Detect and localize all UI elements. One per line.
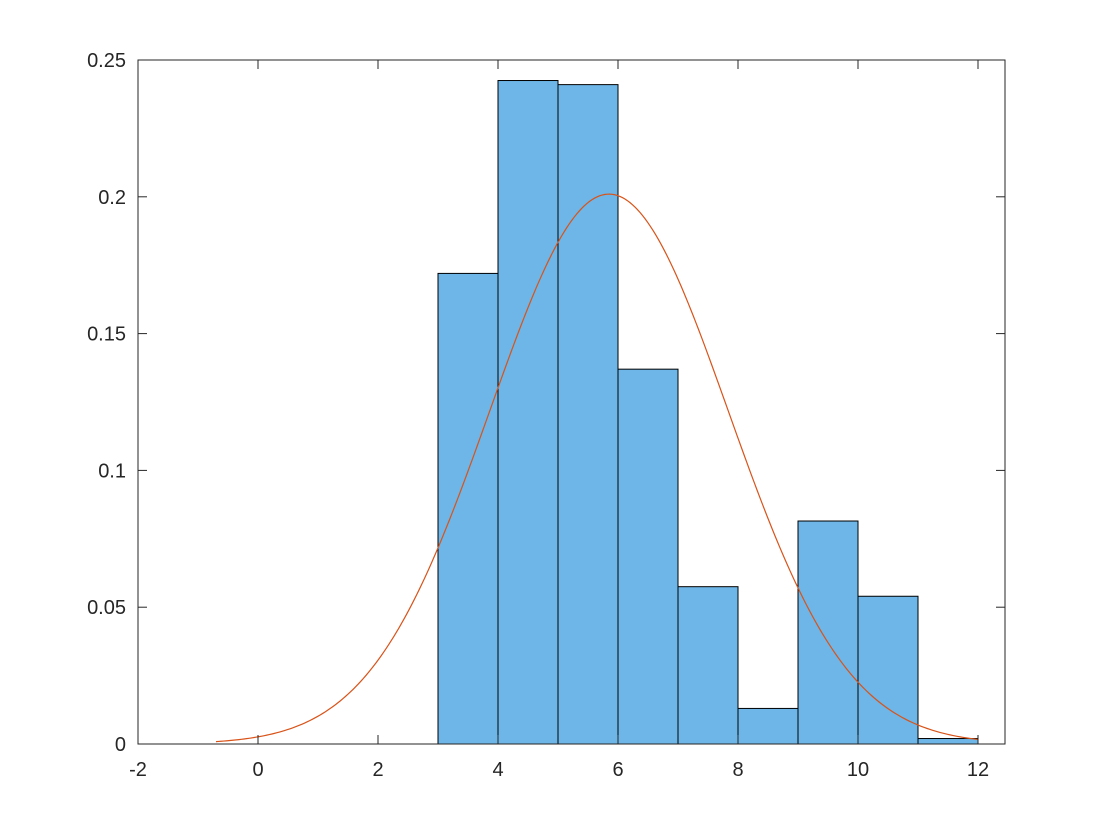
x-tick-label: 0: [252, 759, 263, 781]
x-tick-label: 2: [372, 759, 383, 781]
histogram-bar: [557, 84, 619, 745]
histogram-bar: [857, 595, 919, 745]
histogram-bar: [617, 368, 679, 745]
x-tick-label: 12: [967, 759, 989, 781]
histogram-bar: [677, 586, 739, 745]
histogram-bar: [497, 80, 559, 745]
bars-group: [437, 80, 979, 745]
histogram-bar: [917, 738, 979, 745]
fit-curve-group: [215, 193, 979, 743]
axes-group: [137, 59, 1006, 745]
y-tick-label: 0.1: [98, 460, 126, 482]
histogram-bar: [797, 520, 859, 745]
x-tick-label: 4: [492, 759, 503, 781]
histogram-bar: [737, 707, 799, 745]
axes-box: [137, 59, 1006, 745]
y-tick-label: 0.15: [87, 324, 126, 346]
x-tick-label: 8: [732, 759, 743, 781]
x-tick-label: -2: [129, 759, 147, 781]
y-tick-label: 0.2: [98, 187, 126, 209]
x-tick-label: 6: [612, 759, 623, 781]
y-tick-label: 0.05: [87, 597, 126, 619]
x-tick-label: 10: [847, 759, 869, 781]
y-tick-label: 0.25: [87, 50, 126, 72]
y-tick-label: 0: [115, 734, 126, 756]
histogram-bar: [437, 272, 499, 745]
normal-fit-curve: [215, 193, 979, 743]
